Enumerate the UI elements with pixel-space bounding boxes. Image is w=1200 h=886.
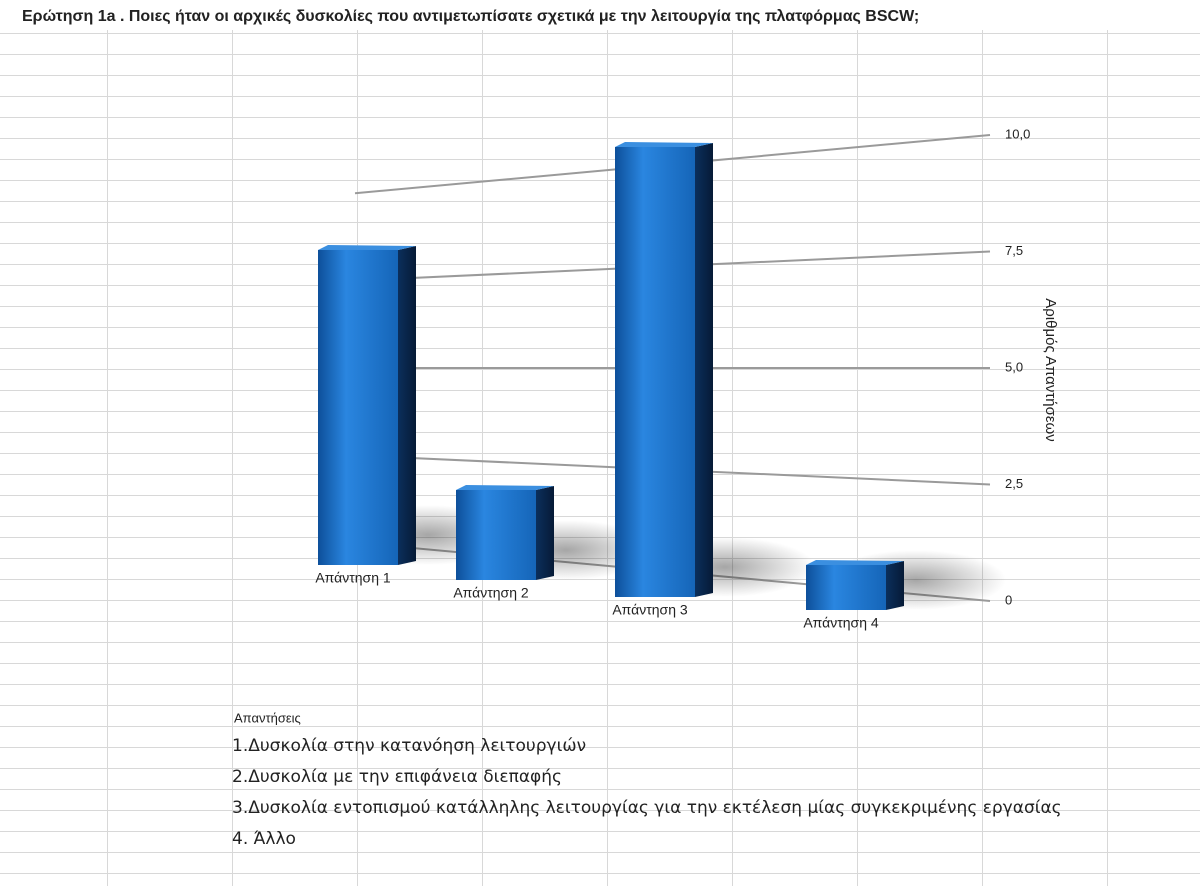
note-line: 3.Δυσκολία εντοπισμού κατάλληλης λειτουρ… <box>232 798 1062 818</box>
bar-top <box>806 560 904 565</box>
note-line: 2.Δυσκολία με την επιφάνεια διεπαφής <box>232 767 562 787</box>
bar <box>456 485 554 580</box>
bar-front <box>318 250 398 565</box>
y-tick-label: 5,0 <box>1005 359 1023 374</box>
bar-side <box>695 143 713 597</box>
bar-top <box>318 245 416 250</box>
x-tick-label: Απάντηση 2 <box>453 585 529 601</box>
bar-side <box>886 561 904 610</box>
bar <box>615 142 713 597</box>
bar-front <box>806 565 886 610</box>
bar <box>806 560 904 610</box>
bar-top <box>615 142 713 147</box>
bar-side <box>536 486 554 580</box>
y-tick-label: 7,5 <box>1005 243 1023 258</box>
bar-top <box>456 485 554 490</box>
x-tick-label: Απάντηση 3 <box>612 602 688 618</box>
bar-front <box>456 490 536 580</box>
y-tick-label: 0 <box>1005 592 1012 607</box>
y-tick-label: 10,0 <box>1005 126 1030 141</box>
bar <box>318 245 416 565</box>
x-tick-label: Απάντηση 4 <box>803 615 879 631</box>
chart-title: Ερώτηση 1a . Ποιες ήταν οι αρχικές δυσκο… <box>22 8 919 25</box>
bar-side <box>398 246 416 565</box>
bar-front <box>615 147 695 597</box>
note-line: 1.Δυσκολία στην κατανόηση λειτουργιών <box>232 736 586 756</box>
y-axis-title: Αριθμός Απαντήσεων <box>1042 298 1059 442</box>
x-tick-label: Απάντηση 1 <box>315 570 391 586</box>
y-tick-label: 2,5 <box>1005 476 1023 491</box>
note-line: 4. Άλλο <box>232 829 296 849</box>
notes-title: Απαντήσεις <box>234 710 301 725</box>
title-band <box>0 0 1200 30</box>
